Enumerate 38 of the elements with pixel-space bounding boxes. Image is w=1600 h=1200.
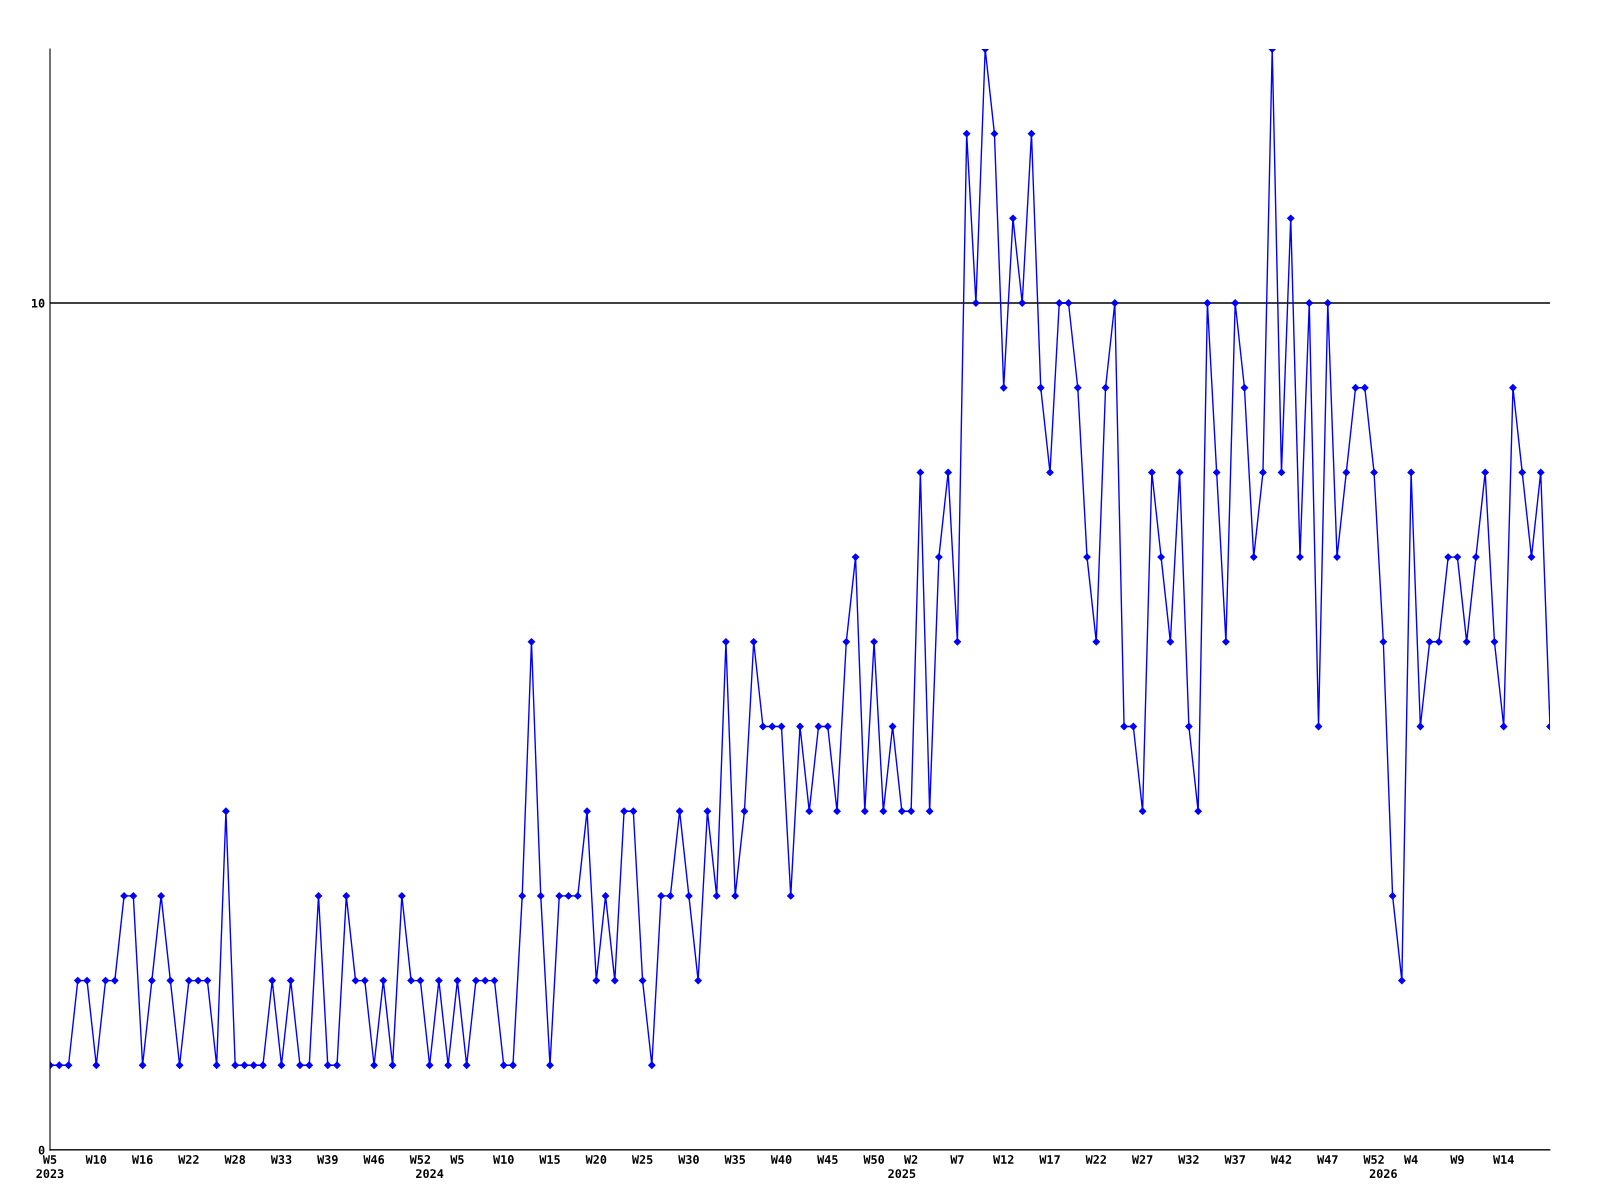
x-tick-label: W9 — [1450, 1155, 1464, 1165]
x-tick-label: W12 — [993, 1155, 1014, 1164]
x-tick-label: W33 — [270, 1155, 292, 1164]
x-tick-label: W37 — [1224, 1155, 1245, 1164]
x-tick-label: W10 — [85, 1155, 107, 1164]
x-tick-label: W28 — [224, 1155, 246, 1164]
x-tick-label: W16 — [131, 1155, 153, 1164]
x-tick-label: W25 — [631, 1155, 653, 1164]
x-tick-label: W40 — [770, 1155, 792, 1164]
y-tick-label: 0 — [38, 1145, 45, 1155]
x-tick-label: W22 — [1085, 1155, 1106, 1164]
y-tick-label: 10 — [32, 298, 45, 308]
x-tick-label: W46 — [363, 1155, 385, 1164]
x-tick-label: W17 — [1039, 1155, 1060, 1164]
x-tick-label: W4 — [1404, 1155, 1418, 1164]
x-tick-label: 2024 — [416, 1169, 444, 1179]
x-tick-label: W52 — [1363, 1155, 1384, 1164]
x-tick-label: W42 — [1270, 1155, 1292, 1164]
x-tick-label: 2025 — [888, 1169, 916, 1179]
x-tick-label: W32 — [1178, 1155, 1199, 1164]
x-tick-label: 2026 — [1369, 1169, 1397, 1179]
x-tick-label: W27 — [1131, 1155, 1153, 1164]
x-tick-label: W39 — [317, 1155, 338, 1165]
x-tick-label: W5 2023 — [36, 1155, 64, 1179]
x-tick-label: W45 — [817, 1155, 838, 1164]
x-tick-label: W22 — [178, 1155, 199, 1164]
x-tick-label: W7 — [950, 1155, 964, 1164]
x-tick-label: W47 — [1317, 1155, 1338, 1164]
x-tick-label: W15 — [539, 1155, 560, 1164]
x-tick-label: W50 — [863, 1155, 885, 1164]
x-tick-label: W5 — [450, 1155, 464, 1164]
x-tick-label: W35 — [724, 1155, 746, 1164]
x-tick-label: W30 — [678, 1155, 699, 1164]
x-tick-label: W52 — [409, 1155, 431, 1164]
x-tick-label: W10 — [493, 1155, 514, 1164]
x-tick-label: W14 — [1493, 1155, 1514, 1164]
x-tick-label: W2 — [904, 1155, 918, 1164]
x-tick-label: W20 — [585, 1155, 607, 1164]
